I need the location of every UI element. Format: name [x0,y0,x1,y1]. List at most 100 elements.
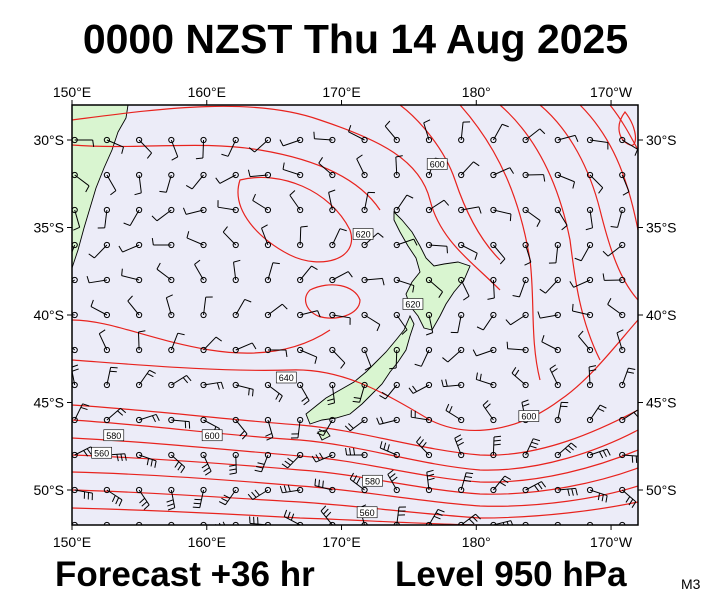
lat-label-right: 45°S [646,395,677,411]
wind-barb [297,381,310,406]
wind-barb [425,199,450,214]
wind-barb [586,486,608,503]
lat-label-right: 50°S [646,482,677,498]
wind-barb [423,119,433,144]
wind-barb [136,413,160,424]
lon-label-top: 180° [462,84,491,100]
wind-barb [554,206,568,231]
height-contour [304,284,361,319]
wind-barb [159,171,175,193]
lon-label-bottom: 170°E [322,534,360,550]
lat-label-left: 40°S [33,307,64,323]
wind-barb [506,341,529,354]
wind-barb [490,123,509,144]
wind-barb [441,379,465,389]
svg-text:620: 620 [356,230,371,240]
wind-barb [450,311,465,334]
wind-barb [586,171,604,194]
lat-label-right: 35°S [646,220,677,236]
level-label: Level 950 hPa [395,555,627,594]
wind-barb [472,346,497,357]
wind-barb [136,369,156,389]
wind-barb [168,332,185,354]
wind-barb [361,311,381,332]
wind-barb [327,381,336,406]
lon-label-top: 170°W [590,84,633,100]
wind-barb [283,509,304,525]
contour-label: 560 [91,446,112,459]
wind-barb [200,336,223,354]
wind-barb [297,310,321,319]
wind-barb [313,131,336,144]
chart-title: 0000 NZST Thu 14 Aug 2025 [82,16,629,62]
wind-barb [329,228,347,249]
wind-barb [458,472,474,494]
wind-barb [602,241,626,257]
wind-barb [185,171,207,190]
wind-barb [232,342,257,354]
wind-barb [232,259,241,284]
height-contour [72,404,638,456]
wind-barb [389,346,400,370]
wind-barb [619,521,626,525]
wind-barb [541,335,561,354]
wind-barb [490,167,514,179]
wind-barb [248,136,272,153]
wind-barb [522,171,546,182]
contour-label: 620 [352,228,374,240]
wind-barb [252,193,272,214]
wind-barb [387,469,400,494]
wind-barb [537,311,561,319]
wind-barb [192,486,207,509]
height-contour [72,419,638,471]
wind-barb [505,311,529,326]
wind-barb [522,241,532,266]
wind-barb [425,241,448,254]
wind-barb [156,262,175,284]
wind-barb [297,346,318,364]
wind-barb [569,276,594,288]
contour-label: 640 [275,371,297,384]
wind-barb [311,451,336,463]
wind-barb [571,303,594,319]
wind-barb [384,120,400,144]
wind-barb [475,372,497,389]
wind-barb [548,241,561,264]
wind-barb [458,276,470,301]
svg-text:580: 580 [106,431,121,441]
wind-barb [458,513,481,525]
wind-barb [586,136,609,150]
wind-barb [586,404,607,424]
wind-barb [393,155,403,179]
height-contour [72,319,638,431]
svg-text:600: 600 [521,412,536,422]
wind-barb [103,486,123,507]
forecast-label: Forecast +36 hr [55,555,315,594]
wind-barb [602,273,626,284]
wind-barb [585,206,594,231]
wind-barb [232,416,248,440]
wind-barb [151,238,175,249]
wind-barb [379,441,400,459]
wind-barb [329,311,351,325]
wind-barb [522,521,529,525]
wind-barb [221,136,239,157]
wind-barb [408,381,433,394]
wind-barb [232,298,252,319]
wind-barb [72,486,93,501]
wind-barb [522,206,541,228]
wind-barb [554,486,578,497]
height-contour [72,507,481,525]
wind-barb [247,486,272,500]
height-contour [237,176,353,263]
svg-text:560: 560 [94,448,109,458]
wind-barb [282,162,304,179]
wind-barb [232,381,254,397]
wind-barb [554,171,575,189]
wind-barb [376,416,400,425]
svg-text:620: 620 [405,300,420,310]
lon-label-bottom: 150°E [53,534,91,550]
wind-barb [297,225,308,249]
wind-barb [356,154,368,179]
wind-barb [200,381,224,390]
